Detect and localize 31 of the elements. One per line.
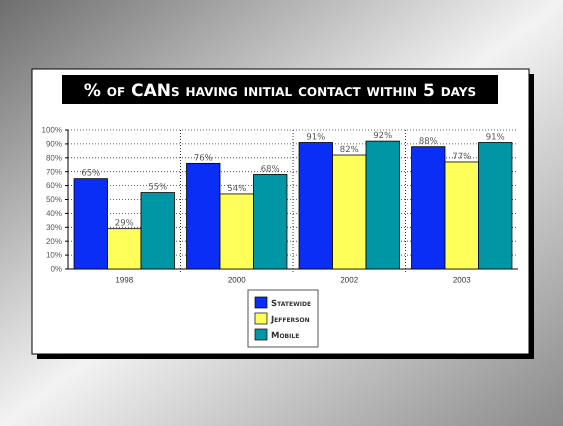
legend-label: Statewide <box>271 299 312 309</box>
y-tick-label: 70% <box>46 167 62 176</box>
legend-label: Mobile <box>271 331 300 341</box>
chart-title: % of CANs having initial contact within 5 days <box>84 81 476 101</box>
text: 76% <box>194 153 213 164</box>
text: 65% <box>81 168 100 179</box>
text: 68% <box>260 164 280 174</box>
y-tick-label: 30% <box>46 222 62 232</box>
y-tick-label: 100% <box>42 126 62 135</box>
y-tick-label: 50% <box>46 195 62 204</box>
text: 91% <box>306 132 326 143</box>
x-tick-label: 2002 <box>340 276 359 285</box>
y-tick-label: 60% <box>46 181 62 190</box>
x-tick-label: 2003 <box>452 276 472 285</box>
y-tick-label: 90% <box>46 139 62 148</box>
x-tick-label: 1998 <box>115 276 134 285</box>
y-tick-label: 20% <box>46 236 62 246</box>
text: 82% <box>340 145 359 156</box>
text: 77% <box>452 152 472 162</box>
y-tick-label: 10% <box>46 250 62 260</box>
text: 54% <box>227 184 246 194</box>
y-tick-label: 0% <box>50 264 62 274</box>
text: 29% <box>114 218 134 229</box>
text: 91% <box>486 132 505 143</box>
x-tick-label: 2000 <box>228 276 246 285</box>
text: 92% <box>373 131 392 142</box>
text: 88% <box>418 136 438 147</box>
y-tick-label: 80% <box>46 153 62 162</box>
text: 55% <box>148 182 168 193</box>
y-tick-label: 40% <box>46 208 62 218</box>
legend-label: Jefferson <box>270 315 310 325</box>
